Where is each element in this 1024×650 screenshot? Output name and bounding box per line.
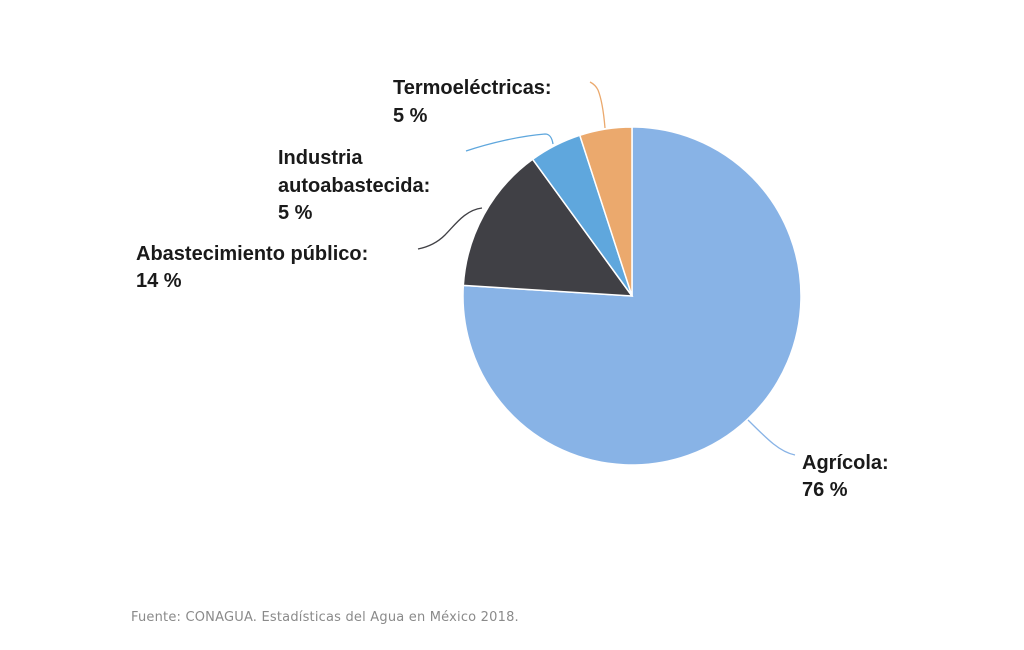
leader-line-industria-autoabastecida: [465, 133, 554, 152]
value-abastecimiento: 14 %: [136, 270, 182, 292]
value-industria: 5 %: [278, 202, 313, 224]
pie-slice-abastecimiento-publico: [462, 158, 634, 297]
leader-line-agricola: [747, 419, 796, 456]
value-termoelectricas: 5 %: [393, 105, 428, 127]
source-note: Fuente: CONAGUA. Estadísticas del Agua e…: [131, 610, 519, 625]
label-industria-line2: autoabastecida:: [278, 175, 430, 197]
pie-slices: [462, 126, 802, 466]
label-industria-line1: Industria: [278, 147, 363, 169]
pie-slice-termoelectricas: [578, 126, 633, 297]
value-agricola: 76 %: [802, 479, 848, 501]
label-agricola: Agrícola:: [802, 452, 889, 474]
leader-line-abastecimiento-publico: [417, 207, 483, 250]
label-termoelectricas: Termoeléctricas:: [393, 77, 552, 99]
label-abastecimiento: Abastecimiento público:: [136, 243, 368, 265]
leader-lines: [417, 81, 796, 456]
pie-slice-agricola: [462, 126, 802, 466]
leader-line-termoelectricas: [589, 81, 606, 129]
